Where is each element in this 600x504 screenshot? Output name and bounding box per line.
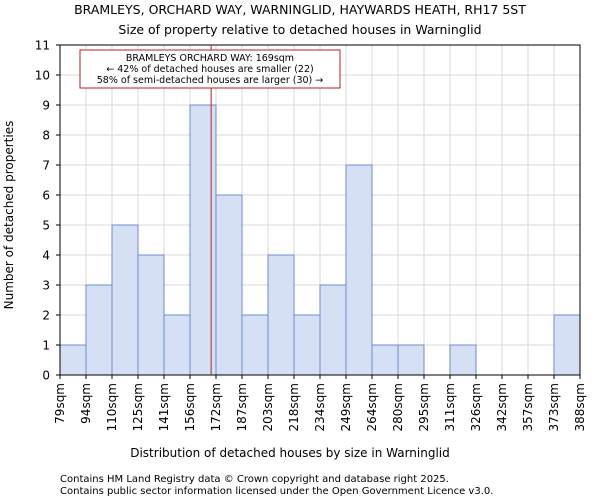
y-tick-label: 5 (42, 219, 50, 233)
bar (553, 314, 581, 376)
x-tick-label: 203sqm (261, 383, 275, 431)
y-tick-label: 2 (42, 309, 50, 323)
bar (85, 284, 113, 376)
x-tick-label: 79sqm (53, 383, 67, 424)
annotation-line-1: BRAMLEYS ORCHARD WAY: 169sqm (126, 53, 294, 64)
bar (215, 194, 243, 376)
x-tick-label: 264sqm (365, 383, 379, 431)
bar (59, 344, 87, 376)
y-tick-label: 3 (42, 279, 50, 293)
x-tick-label: 342sqm (495, 383, 509, 431)
x-tick-label: 388sqm (573, 383, 587, 431)
annotation-frame (79, 49, 341, 89)
x-tick-label: 295sqm (417, 383, 431, 431)
footer-line-1: Contains HM Land Registry data © Crown c… (60, 474, 449, 485)
bar (189, 104, 217, 376)
annotation-line-2: ← 42% of detached houses are smaller (22… (106, 64, 313, 75)
bar (319, 284, 347, 376)
x-tick-label: 187sqm (235, 383, 249, 431)
y-tick-label: 9 (42, 99, 50, 113)
plot-frame (59, 44, 581, 376)
y-tick-label: 7 (42, 159, 50, 173)
y-tick-label: 8 (42, 129, 50, 143)
bars (59, 104, 581, 376)
x-tick-label: 94sqm (79, 383, 93, 424)
x-tick-label: 234sqm (313, 383, 327, 431)
x-tick-label: 156sqm (183, 383, 197, 431)
bar (371, 344, 399, 376)
x-tick-label: 218sqm (287, 383, 301, 431)
bar (163, 314, 191, 376)
y-tick-label: 11 (35, 39, 50, 53)
y-axis-label: Number of detached properties (2, 121, 16, 310)
x-axis-label: Distribution of detached houses by size … (130, 446, 450, 460)
bar (345, 164, 373, 376)
x-tick-label: 311sqm (443, 383, 457, 431)
y-axis: 0 1 2 3 4 5 6 7 8 9 10 11 (35, 39, 60, 383)
x-tick-label: 141sqm (157, 383, 171, 431)
bar (267, 254, 295, 376)
chart-title: BRAMLEYS, ORCHARD WAY, WARNINGLID, HAYWA… (74, 2, 526, 17)
bar (241, 314, 269, 376)
footer-line-2: Contains public sector information licen… (60, 486, 493, 497)
x-tick-label: 110sqm (105, 383, 119, 431)
bar (137, 254, 165, 376)
x-axis: 79sqm 94sqm 110sqm 125sqm 141sqm 156sqm 172sqm… (53, 375, 587, 431)
y-tick-label: 0 (42, 369, 50, 383)
bar (293, 314, 321, 376)
y-tick-label: 4 (42, 249, 50, 263)
y-tick-label: 10 (35, 69, 50, 83)
x-tick-label: 373sqm (547, 383, 561, 431)
x-tick-label: 249sqm (339, 383, 353, 431)
x-tick-label: 125sqm (131, 383, 145, 431)
x-tick-label: 357sqm (521, 383, 535, 431)
bar (449, 344, 477, 376)
y-tick-label: 6 (42, 189, 50, 203)
x-tick-label: 172sqm (209, 383, 223, 431)
annotation-box: BRAMLEYS ORCHARD WAY: 169sqm← 42% of det… (79, 49, 341, 89)
y-tick-label: 1 (42, 339, 50, 353)
bar (111, 224, 139, 376)
bar (397, 344, 425, 376)
annotation-line-3: 58% of semi-detached houses are larger (… (97, 75, 324, 86)
x-tick-label: 326sqm (469, 383, 483, 431)
chart-subtitle: Size of property relative to detached ho… (118, 22, 481, 37)
x-tick-label: 280sqm (391, 383, 405, 431)
